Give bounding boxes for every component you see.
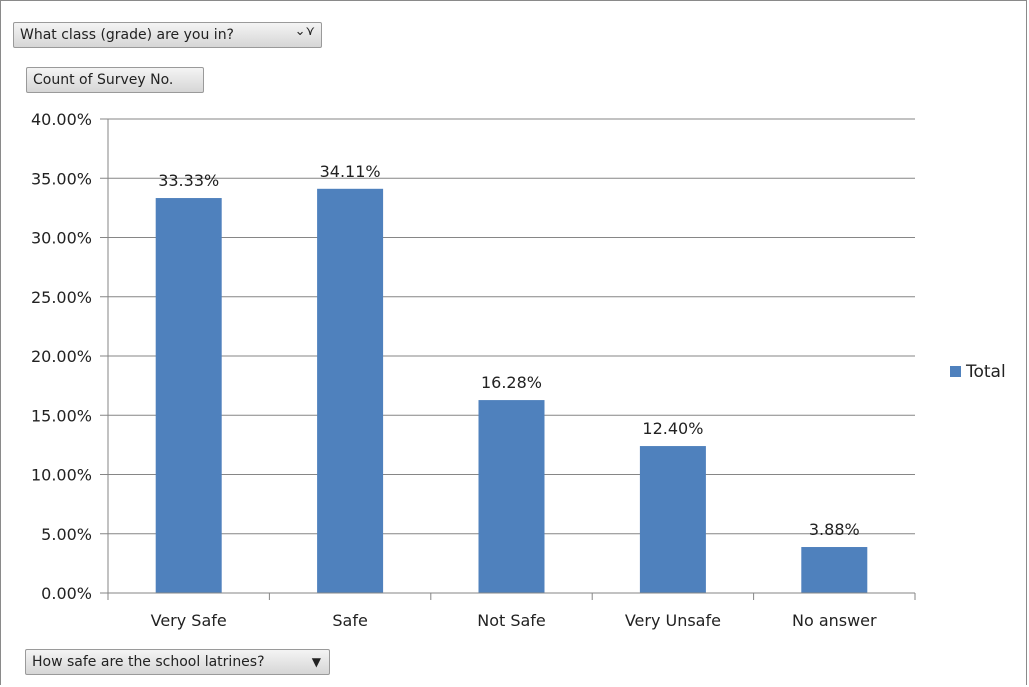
y-tick-label: 0.00% [41,584,92,603]
bar[interactable] [317,188,384,593]
axis-field-label: How safe are the school latrines? [32,654,265,670]
data-label: 3.88% [809,520,860,539]
filter-dropdown-icon[interactable]: ⌄⋎ [294,24,315,39]
x-axis-category-labels: Very Safe Safe Not Safe Very Unsafe No answe… [151,611,877,630]
report-filter-label: What class (grade) are you in? [20,27,234,43]
report-filter-field-button[interactable]: What class (grade) are you in? ⌄⋎ [13,22,322,48]
y-tick-label: 5.00% [41,525,92,544]
legend[interactable]: Total [950,362,1006,382]
x-category-label: No answer [792,611,877,630]
axis-field-button[interactable]: How safe are the school latrines? ▼ [25,649,330,675]
value-field-button[interactable]: Count of Survey No. [26,67,204,93]
bar-series-total [155,188,868,594]
y-tick-label: 40.00% [31,110,92,129]
y-tick-label: 35.00% [31,169,92,188]
legend-swatch [950,366,961,377]
y-tick-label: 30.00% [31,229,92,248]
value-field-label: Count of Survey No. [33,72,174,88]
data-label: 34.11% [320,162,381,181]
y-tick-label: 10.00% [31,466,92,485]
y-tick-label: 25.00% [31,288,92,307]
y-axis-tick-labels: 0.00% 5.00% 10.00% 15.00% 20.00% 25.00% 30.00%… [31,110,92,603]
y-tick-label: 20.00% [31,347,92,366]
x-category-label: Not Safe [477,611,546,630]
x-category-label: Safe [332,611,367,630]
data-label: 33.33% [158,171,219,190]
bar[interactable] [478,400,545,593]
x-category-label: Very Safe [151,611,227,630]
y-tick-label: 15.00% [31,406,92,425]
data-label: 16.28% [481,373,542,392]
data-labels: 33.33% 34.11% 16.28% 12.40% 3.88% [158,162,860,539]
bar[interactable] [155,198,222,594]
x-category-label: Very Unsafe [625,611,721,630]
dropdown-arrow-icon[interactable]: ▼ [311,655,321,669]
bar[interactable] [801,547,868,593]
bar[interactable] [639,446,706,593]
legend-label: Total [965,362,1006,382]
data-label: 12.40% [642,419,703,438]
x-axis [107,119,916,600]
